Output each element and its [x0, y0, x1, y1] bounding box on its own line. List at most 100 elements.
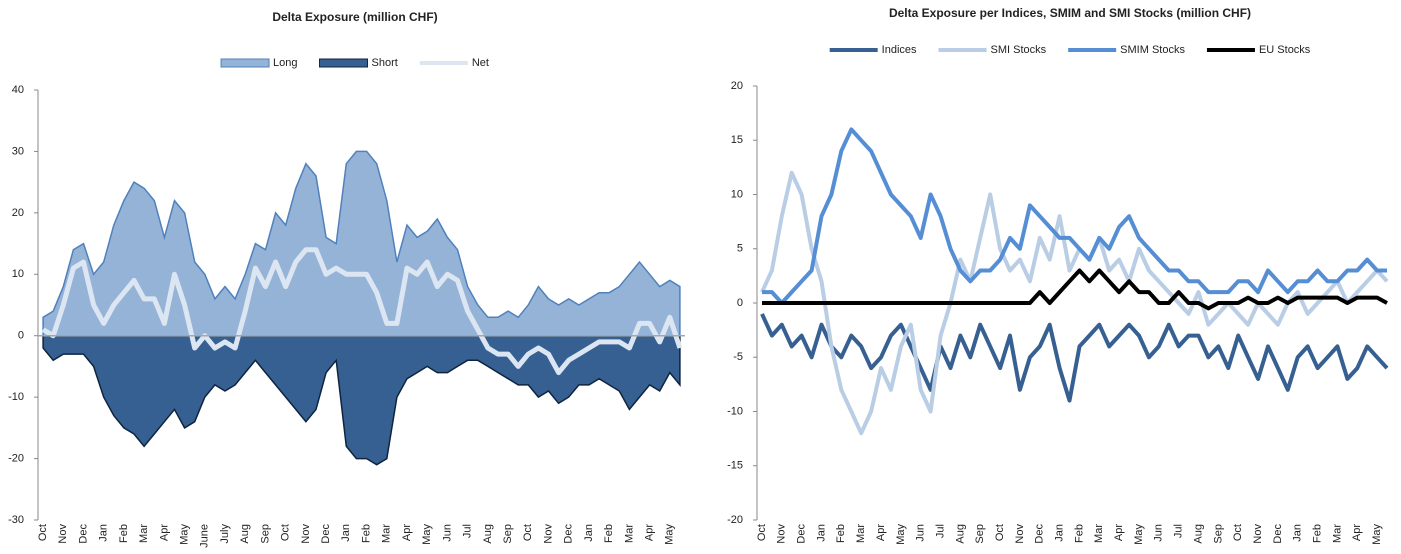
line: [41, 247, 683, 376]
x-tick-label: Aug: [239, 524, 251, 544]
y-tick-label: 20: [731, 80, 743, 92]
y-tick-label: 10: [12, 268, 24, 280]
x-tick-label: Mar: [138, 524, 150, 543]
line: [760, 313, 1389, 403]
y-tick-label: 0: [18, 330, 24, 342]
legend-swatch: [319, 58, 369, 68]
x-tick-label: Oct: [37, 524, 49, 541]
legend-swatch: [220, 58, 270, 68]
x-tick-label: Feb: [835, 524, 847, 543]
y-tick-label: 30: [12, 145, 24, 157]
x-tick-label: Mar: [1331, 524, 1343, 543]
x-tick-label: Jul: [934, 524, 946, 538]
legend-label: Short: [372, 57, 398, 69]
legend-label: Indices: [882, 44, 917, 56]
x-tick-label: Sep: [974, 524, 986, 544]
x-tick-label: May: [178, 524, 190, 545]
x-tick-label: Jun: [1153, 524, 1165, 542]
y-tick-label: -20: [727, 514, 743, 526]
line: [760, 170, 1389, 436]
x-tick-label: Dec: [563, 524, 575, 544]
x-tick-label: Jul: [462, 524, 474, 538]
y-tick-label: -5: [733, 351, 743, 363]
x-tick-label: Jan: [815, 524, 827, 542]
x-tick-label: Jan: [1054, 524, 1066, 542]
y-tick-label: -15: [727, 460, 743, 472]
y-tick-label: 0: [737, 297, 743, 309]
x-tick-label: Oct: [994, 524, 1006, 541]
x-tick-label: Oct: [280, 524, 292, 541]
x-tick-label: Mar: [623, 524, 635, 543]
x-tick-label: Apr: [1113, 524, 1125, 541]
x-tick-label: Jan: [583, 524, 595, 542]
x-tick-label: Aug: [1192, 524, 1204, 544]
chart: Delta Exposure (million CHF) -30 -20 -10 0 10…: [8, 10, 685, 548]
y-tick-label: -10: [8, 391, 24, 403]
x-tick-label: May: [1133, 524, 1145, 545]
x-tick-label: Nov: [300, 524, 312, 544]
line: [762, 127, 1387, 305]
y-tick-label: -10: [727, 405, 743, 417]
x-tick-label: Mar: [855, 524, 867, 543]
x-tick-label: Nov: [57, 524, 69, 544]
x-tick-label: Jan: [340, 524, 352, 542]
x-tick-label: Dec: [796, 524, 808, 544]
x-tick-label: Dec: [1034, 524, 1046, 544]
y-tick-label: -30: [8, 514, 24, 526]
x-tick-label: Apr: [1351, 524, 1363, 541]
x-tick-label: Nov: [776, 524, 788, 544]
chart-title: Delta Exposure per Indices, SMIM and SMI…: [889, 6, 1251, 20]
line: [762, 268, 1388, 311]
area: [42, 334, 681, 466]
x-tick-label: Feb: [1311, 524, 1323, 543]
x-tick-label: Apr: [875, 524, 887, 541]
chart-title: Delta Exposure (million CHF): [272, 10, 437, 24]
y-tick-label: 10: [731, 188, 743, 200]
x-tick-label: Oct: [756, 524, 768, 541]
x-tick-label: Aug: [954, 524, 966, 544]
x-tick-label: Mar: [1093, 524, 1105, 543]
x-tick-label: Jan: [1292, 524, 1304, 542]
y-tick-label: -20: [8, 452, 24, 464]
x-tick-label: Jan: [98, 524, 110, 542]
x-tick-label: Apr: [401, 524, 413, 541]
x-tick-label: Sep: [259, 524, 271, 544]
x-tick-label: Jun: [915, 524, 927, 542]
legend: Indices SMI Stocks SMIM Stocks EU Stocks: [829, 44, 1311, 56]
x-tick-label: Dec: [77, 524, 89, 544]
x-tick-label: Feb: [360, 524, 372, 543]
chart: Delta Exposure per Indices, SMIM and SMI…: [727, 6, 1389, 545]
x-tick-label: Feb: [603, 524, 615, 543]
x-tick-label: Feb: [1073, 524, 1085, 543]
x-tick-label: Oct: [1232, 524, 1244, 541]
x-tick-label: Nov: [542, 524, 554, 544]
x-tick-label: Sep: [1212, 524, 1224, 544]
x-tick-label: May: [421, 524, 433, 545]
x-tick-label: Oct: [522, 524, 534, 541]
x-tick-label: June: [199, 524, 211, 548]
x-tick-label: Feb: [118, 524, 130, 543]
x-tick-label: Jul: [1173, 524, 1185, 538]
x-tick-label: Dec: [320, 524, 332, 544]
x-tick-label: Nov: [1252, 524, 1264, 544]
x-tick-label: May: [1371, 524, 1383, 545]
x-tick-label: Apr: [158, 524, 170, 541]
legend-label: Long: [273, 57, 297, 69]
legend: Long Short Net: [220, 57, 489, 69]
x-tick-label: Sep: [502, 524, 514, 544]
y-tick-label: 20: [12, 207, 24, 219]
area: [42, 150, 681, 337]
x-tick-label: May: [895, 524, 907, 545]
y-tick-label: 40: [12, 84, 24, 96]
x-tick-label: July: [219, 524, 231, 544]
y-tick-label: 5: [737, 243, 743, 255]
x-tick-label: Dec: [1272, 524, 1284, 544]
x-tick-label: May: [664, 524, 676, 545]
legend-label: SMI Stocks: [991, 44, 1047, 56]
legend-label: SMIM Stocks: [1120, 44, 1185, 56]
x-tick-label: Nov: [1014, 524, 1026, 544]
legend-label: EU Stocks: [1259, 44, 1311, 56]
x-tick-label: Mar: [381, 524, 393, 543]
x-tick-label: Apr: [644, 524, 656, 541]
